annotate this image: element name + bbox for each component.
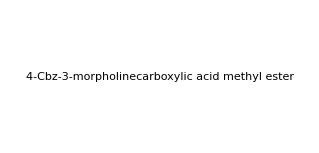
Text: 4-Cbz-3-morpholinecarboxylic acid methyl ester: 4-Cbz-3-morpholinecarboxylic acid methyl… <box>26 71 293 82</box>
